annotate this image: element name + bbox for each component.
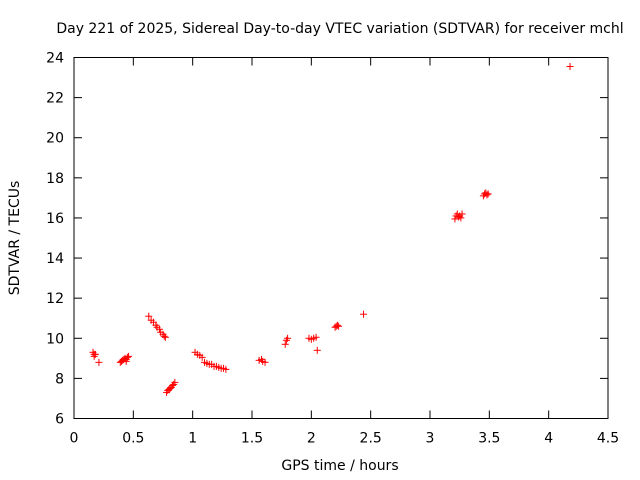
y-tick-label: 20	[46, 131, 64, 147]
x-tick: 0.5	[122, 57, 144, 447]
x-tick-label: 1.5	[241, 431, 263, 447]
x-tick: 1	[188, 57, 197, 447]
y-tick: 8	[55, 371, 608, 387]
x-tick: 3	[426, 57, 435, 447]
data-point	[222, 365, 230, 373]
y-tick: 14	[46, 251, 608, 267]
data-point	[161, 333, 169, 341]
data-point	[155, 325, 163, 333]
x-tick: 4.5	[597, 57, 619, 447]
data-point	[313, 346, 321, 354]
data-point	[91, 350, 99, 358]
y-tick: 18	[46, 171, 608, 187]
data-point	[312, 333, 320, 341]
data-point	[122, 357, 130, 365]
data-point	[95, 358, 103, 366]
y-tick-label: 22	[46, 91, 64, 107]
y-tick-label: 16	[46, 211, 64, 227]
data-point	[566, 63, 574, 71]
plot-area-frame	[73, 57, 609, 419]
y-tick: 6	[55, 412, 608, 428]
data-point	[335, 322, 343, 330]
y-axis-ticks: 6 8 10 12 14 16 18 20 22 24	[46, 51, 608, 428]
x-tick-label: 4	[544, 431, 553, 447]
x-tick: 3.5	[478, 57, 500, 447]
x-axis-title: GPS time / hours	[281, 458, 398, 474]
x-tick-label: 0.5	[122, 431, 144, 447]
y-tick: 16	[46, 211, 608, 227]
data-point	[145, 312, 153, 320]
data-point	[360, 310, 368, 318]
x-tick-label: 2.5	[360, 431, 382, 447]
data-points	[89, 63, 574, 396]
data-point	[125, 352, 133, 360]
data-point	[483, 191, 491, 199]
y-tick: 22	[46, 91, 608, 107]
x-tick: 4	[544, 57, 553, 447]
y-tick-label: 18	[46, 171, 64, 187]
data-point	[458, 210, 466, 218]
data-point	[484, 190, 492, 198]
y-tick: 10	[46, 331, 608, 347]
data-point	[457, 214, 465, 222]
y-tick-label: 10	[46, 331, 64, 347]
x-tick-label: 0	[70, 431, 79, 447]
y-tick-label: 24	[46, 51, 64, 67]
data-point	[333, 321, 341, 329]
y-tick: 24	[46, 51, 608, 67]
x-tick: 0	[70, 57, 79, 447]
x-tick-label: 3	[426, 431, 435, 447]
x-axis-ticks: 0 0.5 1 1.5 2 2.5 3 3.5 4 4.5	[70, 57, 619, 447]
x-tick: 2	[307, 57, 316, 447]
x-tick-label: 4.5	[597, 431, 619, 447]
x-tick: 2.5	[360, 57, 382, 447]
data-point	[171, 378, 179, 386]
data-point	[198, 353, 206, 361]
x-tick: 1.5	[241, 57, 263, 447]
data-point	[123, 353, 131, 361]
y-tick: 12	[46, 291, 608, 307]
y-tick-label: 14	[46, 251, 64, 267]
y-tick-label: 8	[55, 371, 64, 387]
data-point	[160, 332, 168, 340]
chart-title: Day 221 of 2025, Sidereal Day-to-day VTE…	[56, 21, 623, 37]
data-point	[281, 340, 289, 348]
x-tick-label: 1	[188, 431, 197, 447]
x-tick-label: 2	[307, 431, 316, 447]
y-tick-label: 12	[46, 291, 64, 307]
data-point	[261, 358, 269, 366]
x-tick-label: 3.5	[478, 431, 500, 447]
data-point	[451, 215, 459, 223]
y-axis-title: SDTVAR / TECUs	[7, 181, 23, 296]
y-tick: 20	[46, 131, 608, 147]
y-tick-label: 6	[55, 412, 64, 428]
data-point	[284, 334, 292, 342]
